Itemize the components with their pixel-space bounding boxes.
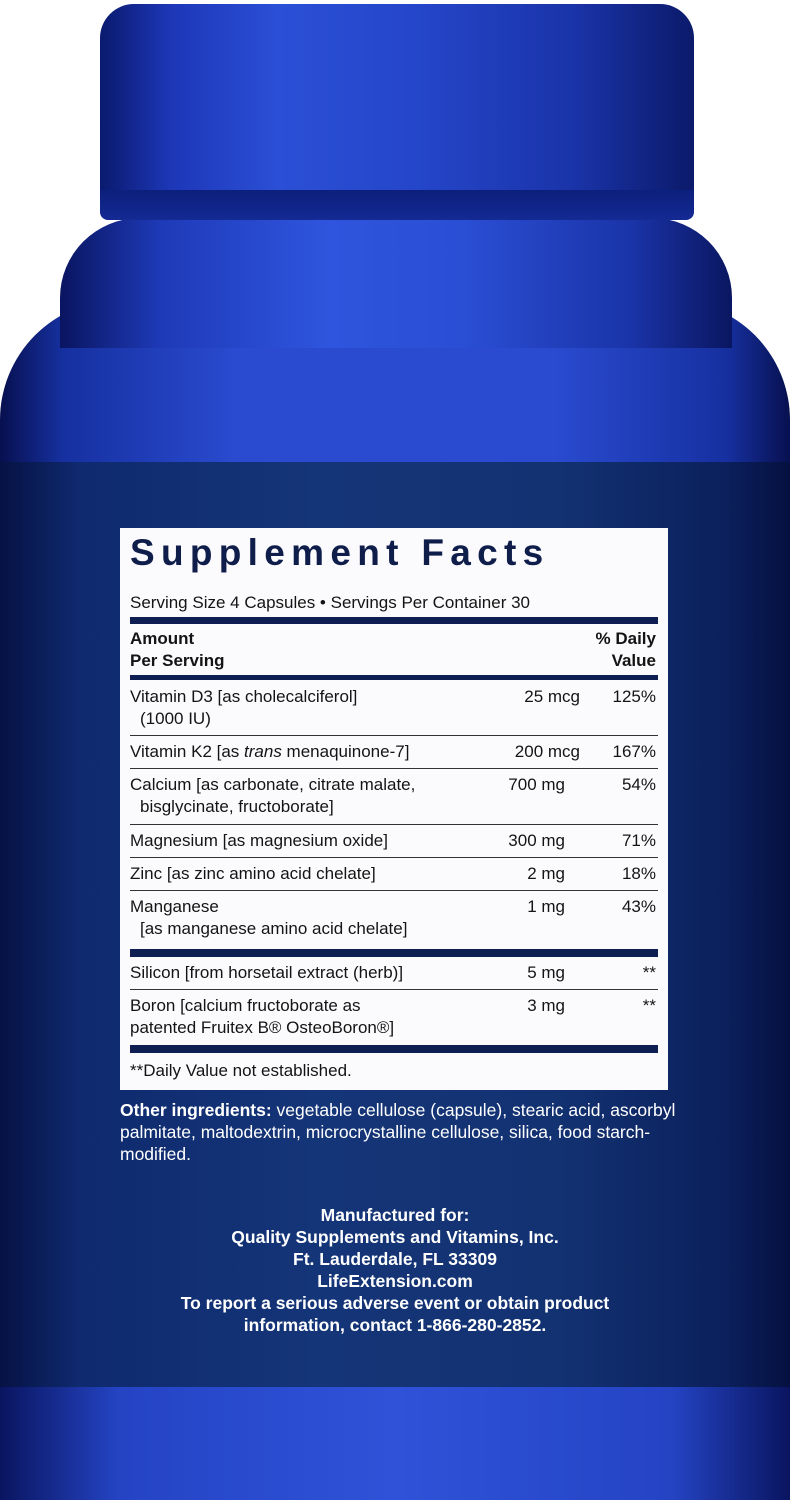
nutrient-name: Vitamin D3 [as cholecalciferol]	[130, 687, 358, 706]
nutrient-name: Vitamin K2 [as trans menaquinone-7]	[130, 742, 410, 761]
footnote: **Daily Value not established.	[130, 1061, 352, 1080]
supplement-facts-panel: Supplement Facts Serving Size 4 Capsules…	[120, 528, 668, 1090]
row-divider	[130, 989, 658, 990]
nutrient-amount: 3 mg	[527, 996, 565, 1015]
nutrient-name: Boron [calcium fructoborate as	[130, 996, 361, 1015]
row-divider	[130, 824, 658, 825]
website: LifeExtension.com	[317, 1271, 473, 1291]
nutrient-dv: 167%	[612, 742, 656, 761]
bottle-cap-rim	[100, 190, 694, 220]
nutrient-amount: 5 mg	[527, 963, 565, 982]
nutrient-dv: 125%	[612, 687, 656, 706]
row-divider	[130, 768, 658, 769]
nutrient-name-cont: bisglycinate, fructoborate]	[140, 797, 334, 816]
bottle-cap	[100, 4, 694, 220]
nutrient-dv: 43%	[621, 897, 656, 916]
row-divider	[130, 735, 658, 736]
mfg-line: To report a serious adverse event or obt…	[180, 1293, 610, 1313]
nutrient-name: Calcium [as carbonate, citrate malate,	[130, 775, 416, 794]
header-dv-2: Value	[611, 651, 656, 670]
nutrient-name-cont: (1000 IU)	[140, 709, 211, 728]
facts-title: Supplement Facts	[130, 532, 550, 573]
nutrient-dv: **	[642, 996, 656, 1015]
divider-medium	[130, 675, 658, 680]
bottle-shoulder	[60, 218, 732, 348]
other-ingredients: Other ingredients: vegetable cellulose (…	[120, 1100, 676, 1164]
nutrient-amount: 200 mcg	[514, 742, 580, 761]
nutrient-amount: 2 mg	[527, 864, 565, 883]
nutrient-dv: 54%	[621, 775, 656, 794]
row-divider	[130, 857, 658, 858]
nutrient-name: Manganese	[130, 897, 219, 916]
bottle-base	[0, 1387, 790, 1500]
contact-phone: information, contact 1-866-280-2852.	[243, 1315, 547, 1335]
mfg-line: Ft. Lauderdale, FL 33309	[293, 1249, 497, 1269]
nutrient-amount: 700 mg	[508, 775, 565, 794]
mfg-line: Manufactured for:	[320, 1205, 470, 1225]
header-dv-1: % Daily	[595, 629, 656, 648]
nutrient-name: Zinc [as zinc amino acid chelate]	[130, 864, 376, 883]
mfg-line: Quality Supplements and Vitamins, Inc.	[231, 1227, 559, 1247]
divider-thick	[130, 949, 658, 957]
divider-thick	[130, 1045, 658, 1053]
nutrient-name: Silicon [from horsetail extract (herb)]	[130, 963, 404, 982]
nutrient-name-cont: [as manganese amino acid chelate]	[140, 919, 408, 938]
header-amount-1: Amount	[130, 629, 195, 648]
nutrient-amount: 25 mcg	[524, 687, 580, 706]
divider-thick	[130, 617, 658, 624]
nutrient-name: Magnesium [as magnesium oxide]	[130, 831, 388, 850]
nutrient-name-cont: patented Fruitex B® OsteoBoron®]	[130, 1018, 395, 1037]
nutrient-dv: 18%	[621, 864, 656, 883]
serving-info: Serving Size 4 Capsules • Servings Per C…	[130, 593, 530, 612]
nutrient-dv: **	[642, 963, 656, 982]
nutrient-amount: 300 mg	[508, 831, 565, 850]
nutrient-amount: 1 mg	[527, 897, 565, 916]
manufacturer-info: Manufactured for: Quality Supplements an…	[120, 1204, 670, 1336]
row-divider	[130, 890, 658, 891]
header-amount-2: Per Serving	[130, 651, 225, 670]
nutrient-dv: 71%	[621, 831, 656, 850]
